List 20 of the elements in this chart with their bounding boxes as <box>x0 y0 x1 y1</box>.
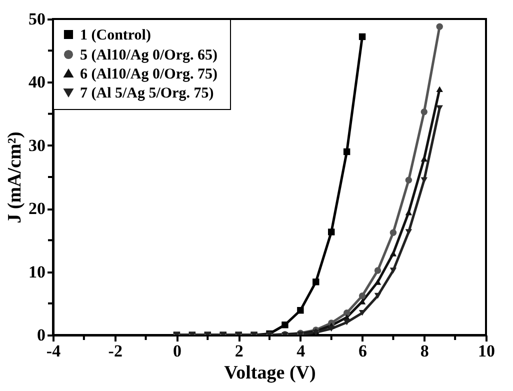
x-tick-label: -2 <box>108 342 122 360</box>
y-tick-label: 50 <box>28 10 46 28</box>
y-tick-label: 30 <box>28 136 46 155</box>
x-tick-label: 8 <box>420 342 429 360</box>
legend-label: 5 (Al10/Ag 0/Org. 65) <box>80 48 218 64</box>
y-axis-title: J (mA/cm²) <box>4 132 26 224</box>
legend-label: 6 (Al10/Ag 0/Org. 75) <box>80 66 218 82</box>
x-tick-label: 0 <box>172 342 182 360</box>
x-tick-label: -4 <box>46 342 62 360</box>
y-tick-label: 40 <box>28 72 46 92</box>
y-tick-label: 0 <box>37 326 46 344</box>
x-tick-label: 4 <box>296 342 306 360</box>
legend-label: 1 (Control) <box>80 28 151 44</box>
legend-label: 7 (Al 5/Ag 5/Org. 75) <box>80 86 214 102</box>
y-tick-label: 10 <box>28 262 46 282</box>
x-tick-label: 6 <box>358 342 368 360</box>
x-tick-label: 2 <box>234 342 244 360</box>
x-axis-title: Voltage (V) <box>224 362 316 384</box>
x-tick-label: 10 <box>478 342 495 360</box>
y-tick-label: 20 <box>28 199 46 218</box>
